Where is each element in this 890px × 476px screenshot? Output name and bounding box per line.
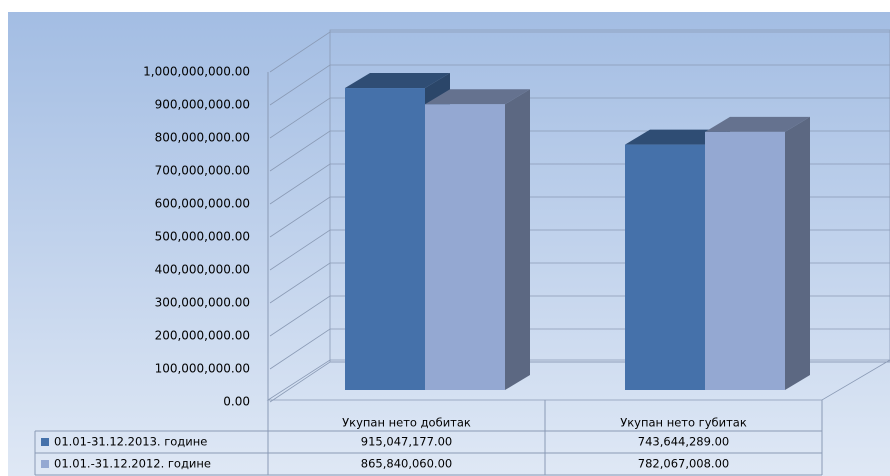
y-tick-label: 700,000,000.00 <box>155 164 250 178</box>
legend-swatch <box>41 438 49 446</box>
grid-line <box>269 31 890 73</box>
table-value: 915,047,177.00 <box>361 435 452 449</box>
y-tick-label: 500,000,000.00 <box>155 230 250 244</box>
bar-side <box>505 89 530 391</box>
x-tick-label: Укупан нето добитак <box>342 416 471 430</box>
bar-side <box>785 116 810 391</box>
table-value: 782,067,008.00 <box>638 457 729 471</box>
bar <box>625 144 705 390</box>
y-tick-label: 1,000,000,000.00 <box>143 65 250 79</box>
y-tick-label: 100,000,000.00 <box>155 362 250 376</box>
legend-label: 01.01.-31.12.2012. године <box>54 457 211 471</box>
legend-label: 01.01-31.12.2013. године <box>54 435 207 449</box>
grid-line <box>269 64 890 106</box>
y-tick-label: 900,000,000.00 <box>155 98 250 112</box>
bar <box>345 88 425 391</box>
bar <box>705 131 785 390</box>
y-tick-label: 800,000,000.00 <box>155 131 250 145</box>
bar-top <box>705 116 810 132</box>
y-tick-label: 600,000,000.00 <box>155 197 250 211</box>
bar-top <box>625 129 730 145</box>
grid-line <box>269 97 890 139</box>
floor <box>266 359 890 401</box>
table-value: 743,644,289.00 <box>638 435 729 449</box>
back-wall <box>329 29 890 363</box>
bar-top <box>345 73 450 89</box>
y-tick-label: 400,000,000.00 <box>155 263 250 277</box>
y-tick-label: 200,000,000.00 <box>155 329 250 343</box>
table-value: 865,840,060.00 <box>361 457 452 471</box>
legend-swatch <box>41 460 49 468</box>
bar <box>425 104 505 391</box>
bar-top <box>425 89 530 105</box>
y-tick-label: 300,000,000.00 <box>155 296 250 310</box>
x-tick-label: Укупан нето губитак <box>620 416 747 430</box>
y-tick-label: 0.00 <box>223 395 250 409</box>
